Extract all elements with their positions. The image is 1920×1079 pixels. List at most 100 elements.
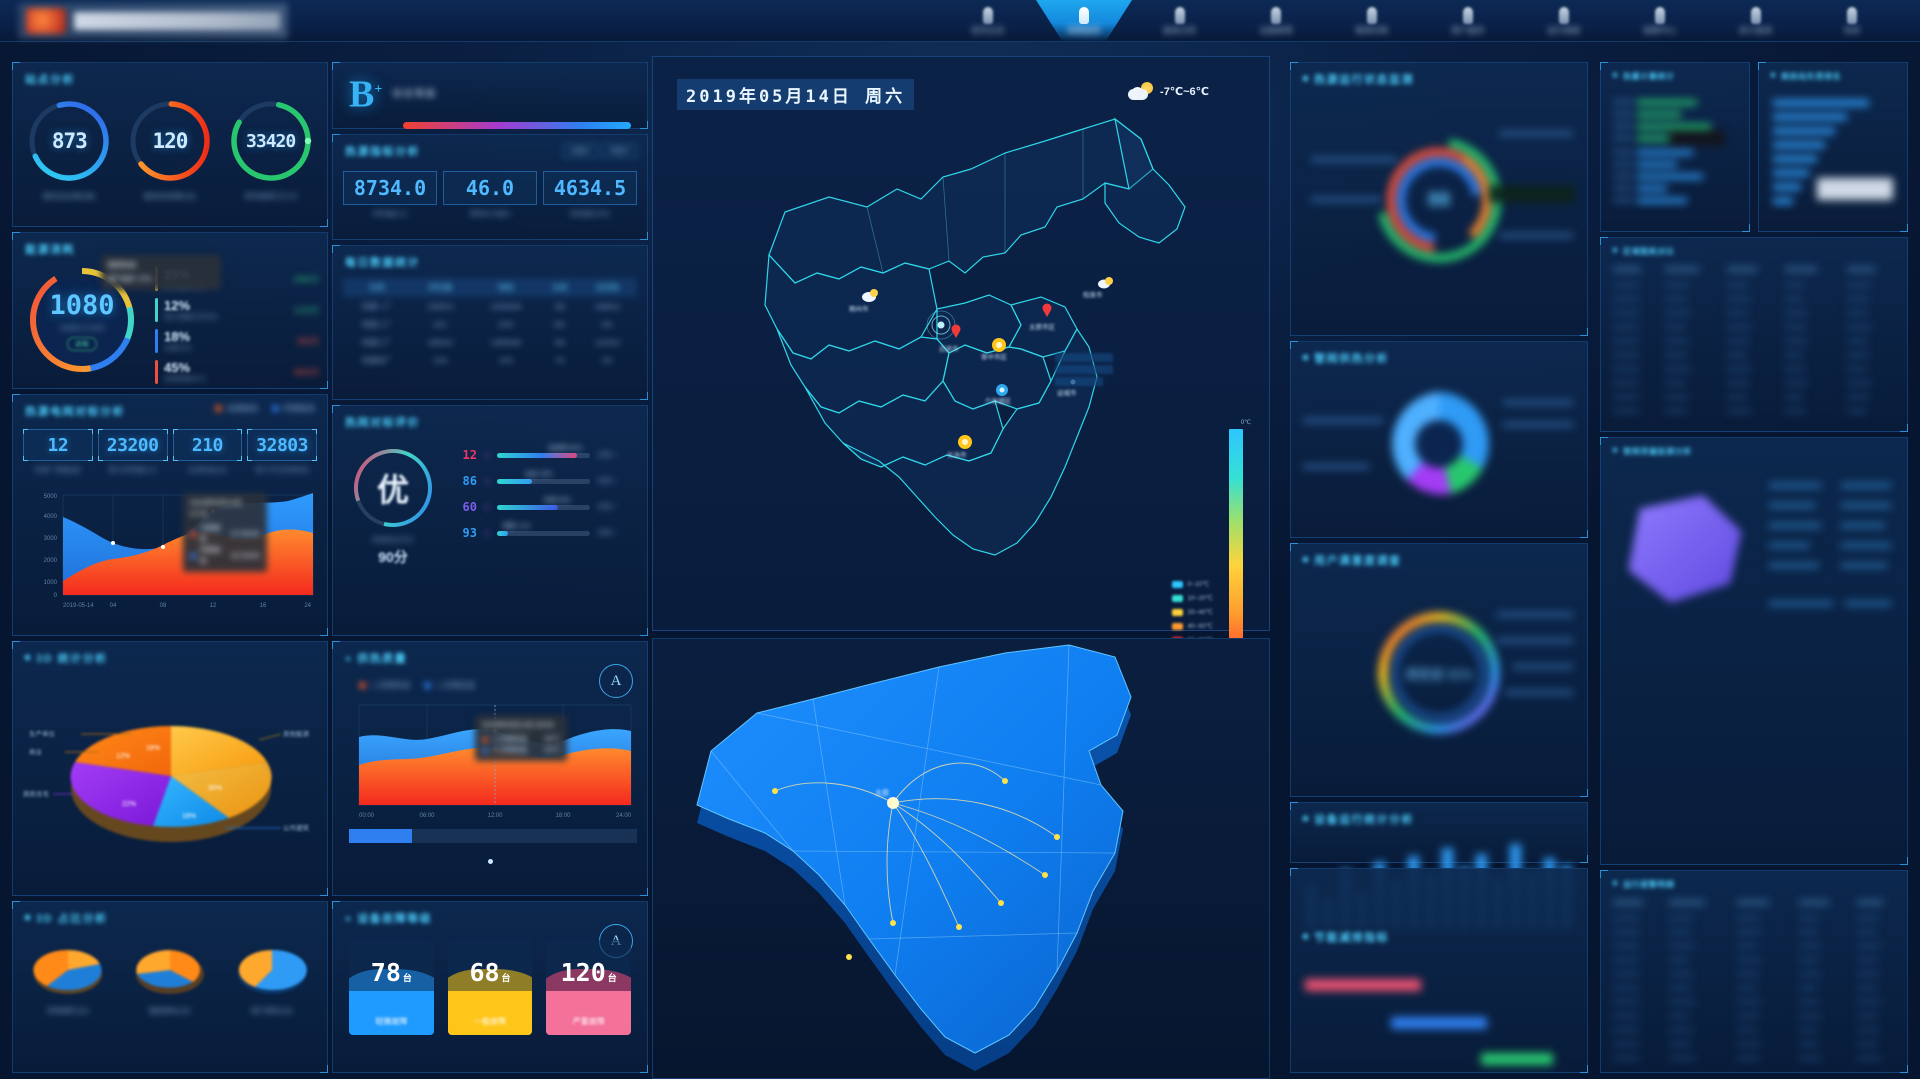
kpi-label: 累计供热量(GJ) (108, 467, 157, 474)
cell: 28t (554, 301, 565, 311)
tooltip-series-label: 当期能耗 (199, 525, 221, 543)
panel-title: 3D 统计分析 (13, 642, 327, 666)
nav-item-user-service[interactable]: 用户服务 (1420, 0, 1516, 42)
main-nav[interactable]: 首页总览 热网监控 能耗分析 设备管理 管网诊断 用户服务 运行调度 (940, 0, 1920, 42)
fault-label: 严重故障 (572, 1017, 605, 1026)
cell: 8% (554, 319, 565, 329)
bar-link[interactable]: 详情 > (597, 452, 618, 459)
legend-chip[interactable]: 当期能耗 (215, 403, 258, 414)
grade-bar (403, 121, 631, 129)
panel-title: 热源指标分析 (345, 146, 420, 158)
bar-link[interactable]: 详情 > (597, 530, 618, 537)
kpi-label: 热源厂数量(座) (34, 467, 82, 474)
supply-quality-badge[interactable]: A (599, 664, 633, 698)
mini-pie-user: 用户类型占比 (233, 940, 311, 1016)
svg-text:3000: 3000 (44, 536, 58, 542)
bar-unit: 项 (484, 453, 491, 460)
cell: A01 (433, 319, 448, 329)
scrollbar-thumb[interactable] (349, 829, 413, 843)
nav-item-device[interactable]: 设备管理 (1228, 0, 1324, 42)
chart-scrollbar[interactable] (349, 829, 637, 843)
hexagon-shape (1628, 495, 1742, 603)
nav-item-alarm[interactable]: 报警中心 (1612, 0, 1708, 42)
fault-card-minor[interactable]: 78 台 轻微故障 (349, 940, 434, 1035)
panel-alarm-details: 运行报警明细 (1600, 870, 1908, 1073)
panel-title: 设备运行统计分析 (1291, 803, 1587, 827)
tooltip-series-value: 3278kWh (230, 530, 260, 538)
table-row[interactable]: 热源二厂 A01 23% 8% 6% (343, 315, 637, 333)
panel-title: 节能减排指标 (1291, 869, 1587, 945)
legend-pct: 12% (164, 297, 191, 313)
grade-label: 综合等级 (392, 88, 437, 100)
app-logo[interactable] (18, 3, 288, 39)
panel-region-map[interactable]: 2019年05月14日 周六 -7℃~6℃ (652, 56, 1271, 684)
legend-chip[interactable]: 二次网回温 (424, 680, 475, 691)
nav-item-energy[interactable]: 能耗分析 (1132, 0, 1228, 42)
panel-title: 能源消耗 (25, 244, 75, 256)
panel-title: 3D 占比分析 (13, 902, 327, 926)
fault-label: 一般故障 (474, 1017, 506, 1026)
legend-chip[interactable]: 二次网供温 (359, 680, 410, 691)
gauge-label: 换热机组数(台) (143, 192, 197, 201)
svg-text:太原市区: 太原市区 (1029, 322, 1056, 331)
svg-text:0: 0 (54, 593, 58, 599)
gauge-area: 33420 (225, 95, 317, 187)
svg-text:5000: 5000 (44, 494, 58, 500)
cell: 热源一厂 (361, 301, 392, 311)
score-value: 90分 (378, 549, 408, 565)
nav-item-system[interactable]: 系统 (1804, 0, 1900, 42)
bar-link[interactable]: 详情 > (597, 478, 618, 485)
svg-text:2000: 2000 (44, 558, 58, 564)
tab-daily[interactable]: 日统计 (563, 144, 598, 158)
donut-chart (1392, 391, 1489, 495)
svg-text:18:00: 18:00 (555, 813, 571, 819)
fault-card-severe[interactable]: 120 台 严重故障 (546, 940, 632, 1035)
panel-statistics: 3D 统计分析 30% 18% 22% 12% 18% (12, 641, 328, 896)
metric-label: 供热量(GJ) (372, 211, 408, 218)
chart-tooltip: 2019年05月14日 07:00 当期能耗 3278kWh 同期能耗 4673… (183, 493, 267, 572)
pipe-icon (1367, 6, 1377, 24)
nav-label: 设备管理 (1259, 25, 1293, 35)
scale-max-label: 0℃ (1240, 420, 1251, 426)
nav-item-report[interactable]: 统计报表 (1708, 0, 1804, 42)
map-markers[interactable] (862, 277, 1113, 449)
pie-chart (136, 950, 204, 994)
3d-province-map[interactable]: 太原 (653, 639, 1271, 1079)
cell: 26t (554, 337, 565, 347)
nav-label: 能耗分析 (1163, 25, 1197, 35)
cell: 1680GJ (594, 301, 621, 311)
score-label: 热网综合评分 (372, 537, 414, 544)
carousel-dots[interactable] (333, 851, 647, 869)
hub-label: 太原 (875, 788, 889, 797)
panel-title: 用户满意度调查 (1291, 544, 1587, 568)
tab-monthly[interactable]: 月统计 (602, 144, 637, 158)
table-row[interactable]: 热源一厂 2380GJ 1260kWh 28t 1680GJ (343, 297, 637, 315)
col-heat: 供热量 (410, 278, 471, 297)
user-icon (1463, 6, 1473, 24)
nav-item-pipe[interactable]: 管网诊断 (1324, 0, 1420, 42)
flow-nodes[interactable] (772, 778, 1060, 960)
rainbow-ring-chart (1378, 612, 1500, 734)
nav-item-monitor[interactable]: 热网监控 (1036, 0, 1132, 42)
quality-bar-row: 60 项 完成 66% 详情 > (453, 497, 631, 515)
table-row[interactable]: 热源四厂 10% 13% 7% 3% (343, 351, 637, 369)
nav-item-profile[interactable]: 个人中心 (1900, 0, 1920, 42)
legend-name: 余热回收(GJ) (164, 375, 206, 383)
cell: 3% (601, 355, 613, 365)
nav-item-schedule[interactable]: 运行调度 (1516, 0, 1612, 42)
table-row[interactable]: 热源三厂 1860GJ 1390kWh 26t 1120GJ (343, 333, 637, 351)
tooltip-title: 2019年05月14日 09:00 (482, 722, 554, 729)
tooltip-series-label: 二次网回温 (492, 747, 527, 754)
fault-card-general[interactable]: 68 台 一般故障 (447, 940, 533, 1035)
hub-node[interactable] (887, 797, 899, 809)
carousel-dot-active[interactable] (487, 859, 493, 864)
legend-chip[interactable]: 同期能耗 (272, 403, 315, 414)
bar-link[interactable]: 详情 > (597, 504, 618, 511)
quality-bar-row: 93 项 预警 12% 详情 > (453, 523, 631, 541)
panel-3d-flow-map[interactable]: 太原 (652, 638, 1270, 1079)
nav-item-home[interactable]: 首页总览 (940, 0, 1036, 42)
bar-number: 93 (462, 526, 477, 540)
panel-pipe-supply-analysis: 管网供热分析 (1290, 341, 1588, 538)
